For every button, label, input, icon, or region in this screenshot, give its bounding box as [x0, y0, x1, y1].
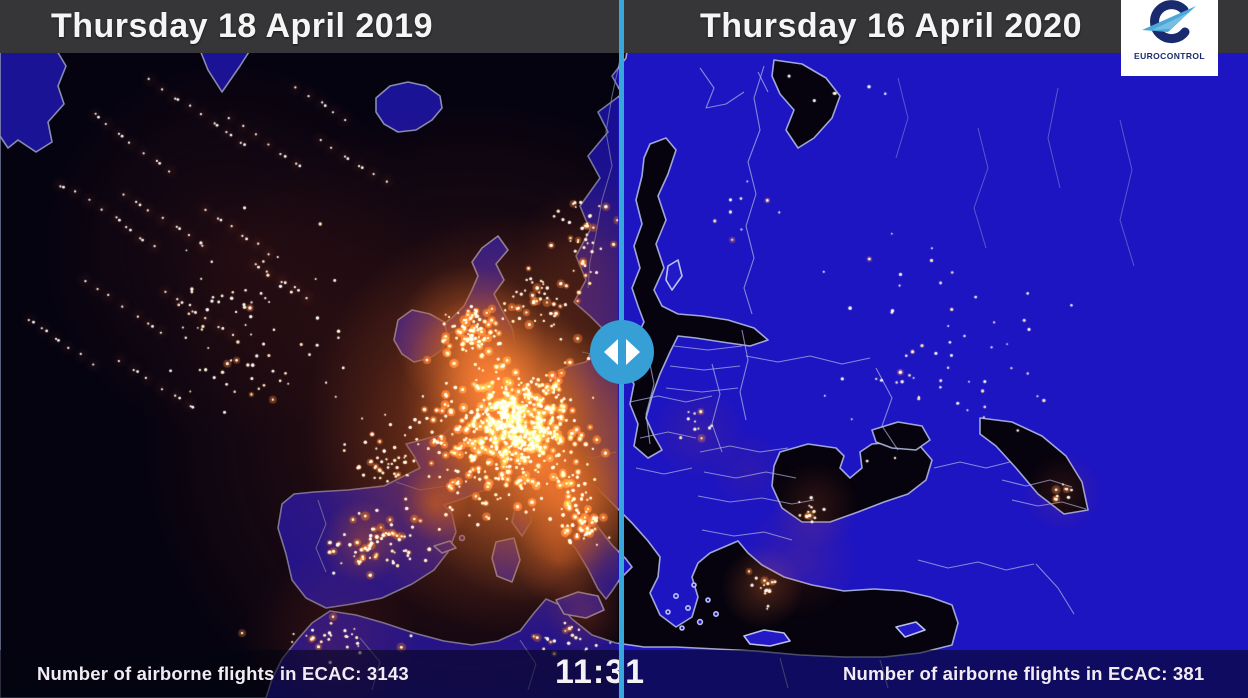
right-date-title: Thursday 16 April 2020 — [699, 7, 1082, 45]
right-flight-count: Number of airborne flights in ECAC: 381 — [843, 663, 1205, 684]
title-bar — [0, 0, 1248, 53]
eurocontrol-wordmark: EUROCONTROL — [1134, 51, 1205, 61]
eurocontrol-emblem-icon — [1141, 0, 1196, 44]
arrows-left-right-icon — [604, 339, 640, 365]
bottom-bar — [0, 650, 1248, 698]
clock-time: 11:31 — [554, 653, 646, 691]
left-date-title: Thursday 18 April 2019 — [50, 7, 433, 45]
eurocontrol-logo: EUROCONTROL — [1121, 0, 1218, 76]
comparison-slider-handle[interactable] — [590, 320, 654, 384]
left-flight-count: Number of airborne flights in ECAC: 3143 — [37, 663, 409, 684]
